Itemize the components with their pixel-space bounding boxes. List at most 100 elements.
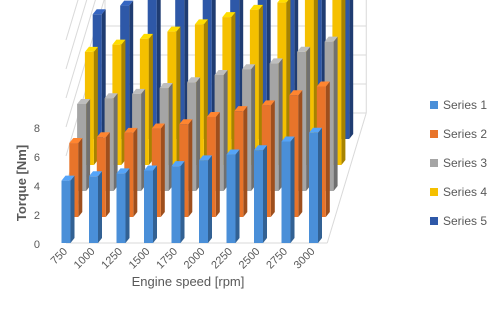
bar-top [139, 33, 153, 39]
bar-side [235, 149, 240, 243]
bar-side [180, 161, 185, 243]
bar-top [144, 165, 157, 171]
bar-side [208, 155, 212, 243]
bar-series1-2000 [199, 155, 212, 243]
bar-top [214, 70, 228, 75]
bar-top [112, 39, 126, 45]
bar-top [281, 136, 295, 142]
bar-side [133, 127, 138, 217]
bar-top [96, 132, 110, 138]
bar-side [188, 119, 193, 217]
bar-top [194, 19, 208, 25]
bar-top [179, 119, 193, 125]
x-category-label: 2250 [209, 246, 235, 272]
y-axis-title: Torque [Nm] [14, 145, 29, 221]
x-category-labels: 750 1000 1250 1500 1750 2000 2250 2500 2750 3000 [49, 246, 318, 272]
bar-top [254, 145, 267, 151]
bar-top [309, 127, 322, 133]
bar-side [168, 83, 173, 191]
legend-swatch [430, 101, 438, 109]
chart-bars [61, 0, 354, 243]
x-category-label: 2000 [182, 246, 208, 272]
bar-series1-2250 [226, 149, 240, 243]
legend-item: Series 5 [430, 214, 487, 228]
bar-side [141, 88, 146, 191]
legend-label: Series 5 [443, 214, 487, 228]
bar-side [318, 127, 322, 243]
bar-front [309, 132, 318, 243]
y-tick-labels: 0 2 4 6 8 [34, 123, 40, 251]
legend-item: Series 3 [430, 156, 487, 170]
gridline-side [65, 0, 79, 41]
bar-front [199, 160, 208, 243]
legend-label: Series 4 [443, 185, 487, 199]
bar-top [61, 175, 75, 181]
bar-side [113, 93, 118, 191]
bar-top [104, 93, 118, 99]
legend-swatch [430, 159, 438, 167]
bar-side [153, 165, 157, 243]
bar-top [324, 36, 338, 42]
bar-side [349, 0, 354, 139]
bar-top [187, 77, 201, 83]
legend: Series 1 Series 2 Series 3 Series 4 Series 5 [430, 98, 487, 228]
bar-top [234, 106, 248, 112]
x-category-label: 3000 [292, 246, 318, 272]
bar-side [98, 171, 102, 243]
legend-item: Series 4 [430, 185, 487, 199]
bar-top [89, 171, 102, 177]
bar-front [116, 173, 126, 243]
bar-series1-2750 [281, 136, 295, 243]
bar-side [325, 81, 330, 217]
bar-top [116, 168, 130, 174]
bar-top [124, 127, 138, 133]
y-tick-label: 0 [34, 239, 40, 251]
bar-front [61, 180, 71, 243]
bar-top [206, 111, 220, 117]
bar-top [269, 58, 283, 64]
y-tick-label: 8 [34, 123, 40, 135]
y-tick-label: 6 [34, 152, 40, 164]
bar-top [222, 12, 236, 18]
gridline-side [65, 0, 88, 70]
bar-series1-3000 [309, 127, 322, 243]
legend-item: Series 1 [430, 98, 487, 112]
x-category-label: 1250 [99, 246, 125, 272]
legend-label: Series 3 [443, 156, 487, 170]
bar-top [242, 64, 256, 70]
bar-front [171, 166, 181, 243]
bar-front [226, 154, 236, 243]
bar-side [341, 0, 346, 165]
bar-side [263, 145, 267, 243]
bar-side [290, 136, 295, 243]
bar-front [144, 170, 153, 243]
bar-side [215, 111, 220, 217]
bar-series1-1000 [89, 171, 102, 243]
bar-side [333, 36, 338, 192]
bar-top [277, 0, 289, 3]
bar-side [243, 106, 248, 217]
bar-side [78, 138, 83, 217]
bar-top [289, 90, 303, 96]
gridline-side [65, 0, 96, 99]
bar-top [171, 161, 185, 167]
legend-swatch [430, 130, 438, 138]
bar-top [84, 46, 98, 52]
bar-top [226, 149, 240, 155]
bar-front [281, 141, 291, 243]
bar-series1-1750 [171, 161, 185, 243]
y-tick-label: 4 [34, 181, 40, 193]
bar-series1-2500 [254, 145, 267, 243]
legend-label: Series 1 [443, 98, 487, 112]
bar-front [254, 150, 263, 243]
bar-side [270, 100, 275, 217]
legend-label: Series 2 [443, 127, 487, 141]
bar-side [298, 90, 303, 217]
bar-top [159, 83, 173, 89]
bar-top [77, 99, 91, 104]
x-category-label: 750 [49, 246, 70, 267]
bar-side [70, 175, 75, 243]
bar-side [125, 168, 130, 243]
bar-top [199, 155, 212, 161]
